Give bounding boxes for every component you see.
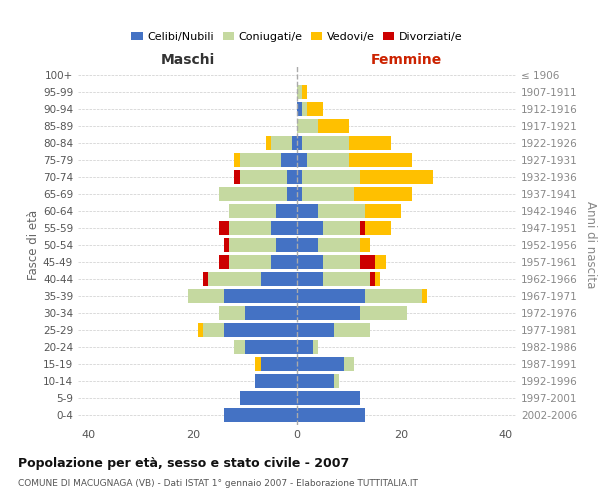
Bar: [297, 119, 318, 133]
Bar: [297, 391, 359, 405]
Bar: [229, 238, 276, 252]
Bar: [370, 272, 375, 286]
Bar: [224, 289, 297, 303]
Bar: [297, 306, 359, 320]
Bar: [203, 323, 224, 337]
Bar: [208, 272, 260, 286]
Bar: [365, 289, 422, 303]
Bar: [297, 238, 318, 252]
Bar: [355, 187, 412, 201]
Bar: [297, 340, 313, 354]
Bar: [359, 221, 365, 235]
Bar: [255, 374, 297, 388]
Bar: [359, 255, 375, 269]
Bar: [297, 153, 307, 167]
Bar: [297, 323, 334, 337]
Bar: [302, 136, 349, 150]
Bar: [422, 289, 427, 303]
Bar: [302, 170, 359, 184]
Bar: [318, 119, 349, 133]
Legend: Celibi/Nubili, Coniugati/e, Vedovi/e, Divorziati/e: Celibi/Nubili, Coniugati/e, Vedovi/e, Di…: [127, 28, 467, 46]
Bar: [318, 238, 359, 252]
Bar: [292, 136, 297, 150]
Bar: [239, 170, 287, 184]
Bar: [297, 289, 365, 303]
Bar: [260, 357, 297, 371]
Bar: [297, 357, 344, 371]
Bar: [235, 340, 245, 354]
Bar: [287, 187, 297, 201]
Bar: [375, 272, 380, 286]
Bar: [229, 204, 276, 218]
Bar: [235, 153, 239, 167]
Bar: [271, 136, 292, 150]
Bar: [349, 136, 391, 150]
Bar: [307, 102, 323, 116]
Bar: [359, 238, 370, 252]
Bar: [365, 221, 391, 235]
Bar: [219, 221, 229, 235]
Bar: [224, 323, 297, 337]
Bar: [219, 187, 287, 201]
Bar: [323, 255, 359, 269]
Bar: [323, 221, 359, 235]
Bar: [255, 357, 260, 371]
Bar: [297, 136, 302, 150]
Bar: [344, 357, 355, 371]
Text: COMUNE DI MACUGNAGA (VB) - Dati ISTAT 1° gennaio 2007 - Elaborazione TUTTITALIA.: COMUNE DI MACUGNAGA (VB) - Dati ISTAT 1°…: [18, 479, 418, 488]
Bar: [302, 85, 307, 99]
Bar: [260, 272, 297, 286]
Bar: [287, 170, 297, 184]
Bar: [349, 153, 412, 167]
Bar: [235, 170, 239, 184]
Bar: [224, 408, 297, 422]
Bar: [271, 255, 297, 269]
Text: Femmine: Femmine: [371, 52, 442, 66]
Bar: [302, 102, 307, 116]
Bar: [203, 272, 208, 286]
Bar: [276, 238, 297, 252]
Bar: [375, 255, 386, 269]
Y-axis label: Fasce di età: Fasce di età: [27, 210, 40, 280]
Bar: [297, 170, 302, 184]
Bar: [266, 136, 271, 150]
Bar: [297, 374, 334, 388]
Bar: [229, 221, 271, 235]
Bar: [334, 374, 339, 388]
Bar: [219, 255, 229, 269]
Bar: [276, 204, 297, 218]
Bar: [229, 255, 271, 269]
Bar: [239, 391, 297, 405]
Bar: [334, 323, 370, 337]
Bar: [297, 204, 318, 218]
Bar: [359, 306, 407, 320]
Bar: [297, 85, 302, 99]
Bar: [318, 204, 365, 218]
Bar: [271, 221, 297, 235]
Bar: [297, 102, 302, 116]
Bar: [239, 153, 281, 167]
Bar: [297, 255, 323, 269]
Bar: [245, 340, 297, 354]
Bar: [297, 187, 302, 201]
Bar: [297, 408, 365, 422]
Bar: [307, 153, 349, 167]
Bar: [224, 238, 229, 252]
Bar: [313, 340, 318, 354]
Bar: [198, 323, 203, 337]
Bar: [297, 272, 323, 286]
Bar: [219, 306, 245, 320]
Bar: [245, 306, 297, 320]
Text: Popolazione per età, sesso e stato civile - 2007: Popolazione per età, sesso e stato civil…: [18, 458, 349, 470]
Bar: [297, 221, 323, 235]
Y-axis label: Anni di nascita: Anni di nascita: [584, 202, 597, 288]
Bar: [323, 272, 370, 286]
Bar: [281, 153, 297, 167]
Bar: [187, 289, 224, 303]
Bar: [359, 170, 433, 184]
Bar: [302, 187, 355, 201]
Bar: [365, 204, 401, 218]
Text: Maschi: Maschi: [160, 52, 215, 66]
